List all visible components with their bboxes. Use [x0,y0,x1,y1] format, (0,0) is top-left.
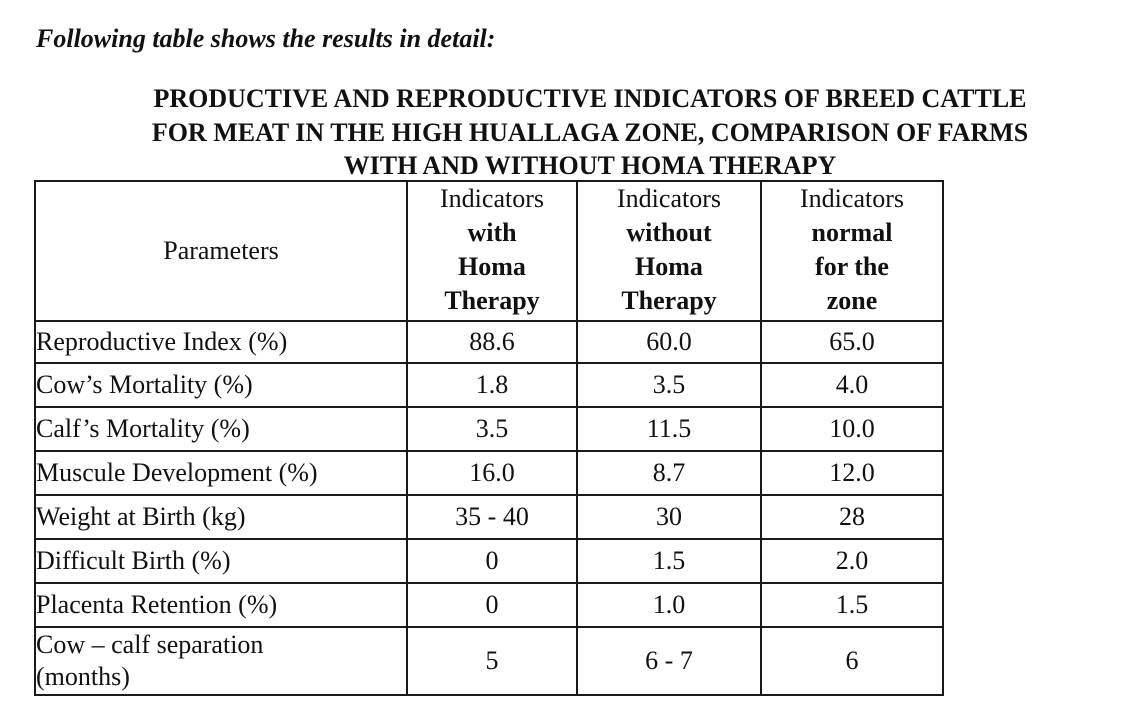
table-row: Calf’s Mortality (%) 3.5 11.5 10.0 [34,406,944,452]
row-parameter-line-1: Cow – calf separation [36,630,264,659]
header-normal-line-1: Indicators [800,184,904,213]
header-without-line-2: without [626,218,712,247]
header-with-line-2: with [467,218,517,247]
header-with-homa-therapy: Indicators with Homa Therapy [406,180,578,322]
row-value-without: 30 [576,494,762,540]
row-parameter-line-2: (months) [36,662,130,691]
row-parameter: Weight at Birth (kg) [34,494,408,540]
row-value-with: 5 [406,626,578,696]
row-value-normal: 2.0 [760,538,944,584]
row-value-with: 0 [406,538,578,584]
row-value-without: 6 - 7 [576,626,762,696]
row-value-normal: 6 [760,626,944,696]
row-value-without: 1.0 [576,582,762,628]
row-parameter: Cow – calf separation (months) [34,626,408,696]
row-parameter: Placenta Retention (%) [34,582,408,628]
header-without-line-1: Indicators [617,184,721,213]
table-row: Muscule Development (%) 16.0 8.7 12.0 [34,450,944,496]
row-value-with: 3.5 [406,406,578,452]
table-row: Weight at Birth (kg) 35 - 40 30 28 [34,494,944,540]
results-table: Parameters Indicators with Homa Therapy … [34,180,944,696]
row-value-without: 60.0 [576,320,762,364]
header-normal-line-3: for the [815,252,889,281]
header-with-line-3: Homa [458,252,526,281]
table-row: Reproductive Index (%) 88.6 60.0 65.0 [34,320,944,364]
header-without-line-3: Homa [635,252,703,281]
header-normal-line-2: normal [811,218,893,247]
row-value-with: 0 [406,582,578,628]
row-value-with: 88.6 [406,320,578,364]
header-normal-line-4: zone [826,286,878,315]
table-row: Difficult Birth (%) 0 1.5 2.0 [34,538,944,584]
row-parameter: Cow’s Mortality (%) [34,362,408,408]
header-without-homa-therapy: Indicators without Homa Therapy [576,180,762,322]
row-parameter: Muscule Development (%) [34,450,408,496]
header-normal-for-zone: Indicators normal for the zone [760,180,944,322]
row-value-with: 16.0 [406,450,578,496]
row-value-without: 1.5 [576,538,762,584]
row-parameter: Difficult Birth (%) [34,538,408,584]
row-value-normal: 4.0 [760,362,944,408]
row-value-without: 11.5 [576,406,762,452]
row-value-normal: 12.0 [760,450,944,496]
table-header-row: Parameters Indicators with Homa Therapy … [34,180,944,322]
row-value-without: 8.7 [576,450,762,496]
row-value-with: 1.8 [406,362,578,408]
table-row: Cow – calf separation (months) 5 6 - 7 6 [34,626,944,696]
intro-text: Following table shows the results in det… [36,24,496,53]
table-title-line-1: PRODUCTIVE AND REPRODUCTIVE INDICATORS O… [153,84,1027,113]
row-value-normal: 1.5 [760,582,944,628]
table-row: Placenta Retention (%) 0 1.0 1.5 [34,582,944,628]
row-value-with: 35 - 40 [406,494,578,540]
row-parameter: Reproductive Index (%) [34,320,408,364]
header-without-line-4: Therapy [621,286,717,315]
row-value-normal: 10.0 [760,406,944,452]
header-with-line-1: Indicators [440,184,544,213]
row-value-normal: 65.0 [760,320,944,364]
row-parameter: Calf’s Mortality (%) [34,406,408,452]
row-value-without: 3.5 [576,362,762,408]
header-with-line-4: Therapy [444,286,540,315]
row-value-normal: 28 [760,494,944,540]
table-row: Cow’s Mortality (%) 1.8 3.5 4.0 [34,362,944,408]
table-title-line-3: WITH AND WITHOUT HOMA THERAPY [343,151,837,180]
table-title-line-2: FOR MEAT IN THE HIGH HUALLAGA ZONE, COMP… [151,118,1029,147]
header-parameters: Parameters [34,180,408,322]
